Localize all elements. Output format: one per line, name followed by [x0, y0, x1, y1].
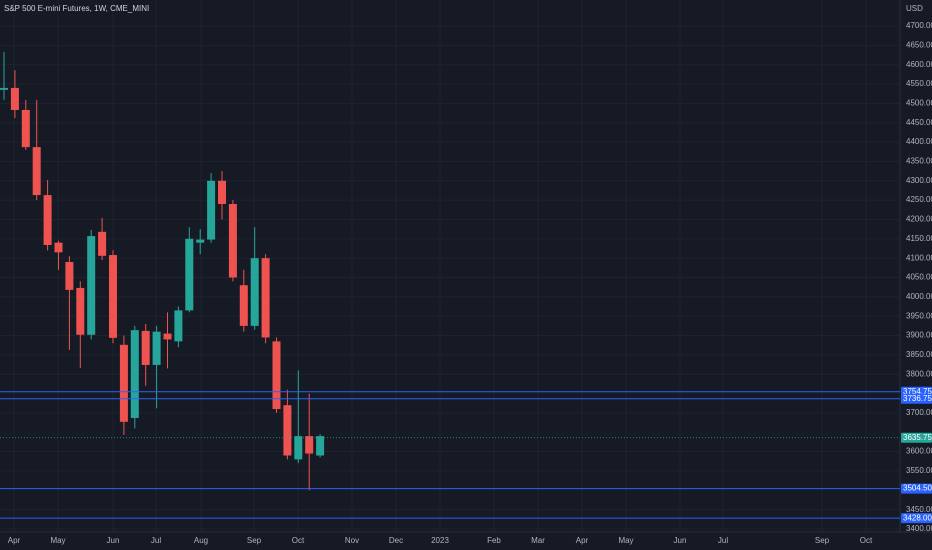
x-tick-label: Oct	[860, 536, 873, 545]
candle-body	[294, 436, 303, 460]
y-tick-label: 3850.00	[906, 350, 932, 359]
candle-body	[218, 180, 226, 204]
candle-body	[239, 285, 248, 326]
candle-body	[196, 239, 205, 243]
candle-body	[283, 405, 292, 456]
x-tick-label: Jul	[718, 536, 728, 545]
y-tick-label: 4150.00	[906, 234, 932, 243]
price-line-label-bg	[901, 513, 932, 524]
candle-body	[272, 341, 281, 410]
last-price-label-bg	[901, 432, 932, 443]
x-tick-label: Apr	[576, 536, 589, 545]
x-tick-label: Feb	[487, 536, 501, 545]
candle-body	[261, 258, 270, 338]
x-tick-label: May	[50, 536, 65, 545]
candle-body	[130, 330, 139, 418]
y-tick-label: 3400.00	[906, 524, 932, 533]
x-tick-label: Apr	[8, 536, 21, 545]
candle-body	[21, 109, 30, 148]
y-tick-label: 4050.00	[906, 273, 932, 282]
x-tick-label: Jun	[674, 536, 687, 545]
candle-body	[0, 87, 8, 90]
x-tick-label: Nov	[345, 536, 359, 545]
candle-body	[316, 436, 325, 456]
candle-body	[163, 333, 172, 340]
candle-body	[250, 258, 259, 326]
candle-body	[305, 436, 314, 454]
candle-body	[65, 262, 74, 290]
y-tick-label: 4550.00	[906, 79, 932, 88]
y-tick-label: 4200.00	[906, 215, 932, 224]
y-tick-label: 4350.00	[906, 157, 932, 166]
price-line-label: 3428.00	[903, 513, 932, 522]
candle-body	[98, 231, 107, 256]
x-tick-label: Mar	[531, 536, 545, 545]
candle-body	[54, 242, 63, 253]
x-tick-label: Jul	[151, 536, 161, 545]
y-tick-label: 4000.00	[906, 292, 932, 301]
price-line-label: 3736.75	[903, 394, 932, 403]
candle-body	[185, 238, 194, 311]
price-line-label-bg	[901, 483, 932, 494]
price-line-label: 3504.50	[903, 484, 932, 493]
candle-body	[152, 331, 161, 365]
last-price-label: 3635.75	[903, 433, 932, 442]
x-tick-label: May	[618, 536, 633, 545]
candle-body	[174, 310, 183, 342]
y-tick-label: 4250.00	[906, 195, 932, 204]
y-tick-label: 4600.00	[906, 60, 932, 69]
y-tick-label: 4650.00	[906, 40, 932, 49]
x-tick-label: 2023	[431, 536, 449, 545]
y-tick-label: 3950.00	[906, 311, 932, 320]
candle-body	[10, 87, 19, 110]
candle-body	[119, 344, 128, 422]
y-tick-label: 4700.00	[906, 21, 932, 30]
x-tick-label: Oct	[292, 536, 305, 545]
y-tick-label: 3550.00	[906, 466, 932, 475]
candle-body	[109, 255, 117, 338]
candle-body	[207, 180, 216, 240]
candle-body	[32, 147, 41, 196]
y-tick-label: 3900.00	[906, 331, 932, 340]
y-tick-label: 3800.00	[906, 369, 932, 378]
candle-body	[87, 236, 96, 335]
price-line-label: 3754.75	[903, 387, 932, 396]
y-tick-label: 4100.00	[906, 253, 932, 262]
candle-body	[228, 203, 237, 278]
y-tick-label: 3600.00	[906, 447, 932, 456]
price-line-label-bg	[901, 393, 932, 404]
x-tick-label: Sep	[815, 536, 830, 545]
x-tick-label: Aug	[194, 536, 208, 545]
candle-body	[43, 195, 52, 245]
candle-body	[141, 330, 150, 365]
candle-body	[76, 287, 85, 335]
y-tick-label: 4300.00	[906, 176, 932, 185]
y-tick-label: 3450.00	[906, 505, 932, 514]
y-tick-label: 4400.00	[906, 137, 932, 146]
chart-title: S&P 500 E-mini Futures, 1W, CME_MINI	[4, 4, 149, 13]
x-tick-label: Sep	[247, 536, 262, 545]
y-tick-label: 3700.00	[906, 408, 932, 417]
x-tick-label: Jun	[107, 536, 120, 545]
x-tick-label: Dec	[389, 536, 403, 545]
y-tick-label: 4450.00	[906, 118, 932, 127]
currency-label: USD	[906, 4, 923, 13]
y-tick-label: 4500.00	[906, 98, 932, 107]
